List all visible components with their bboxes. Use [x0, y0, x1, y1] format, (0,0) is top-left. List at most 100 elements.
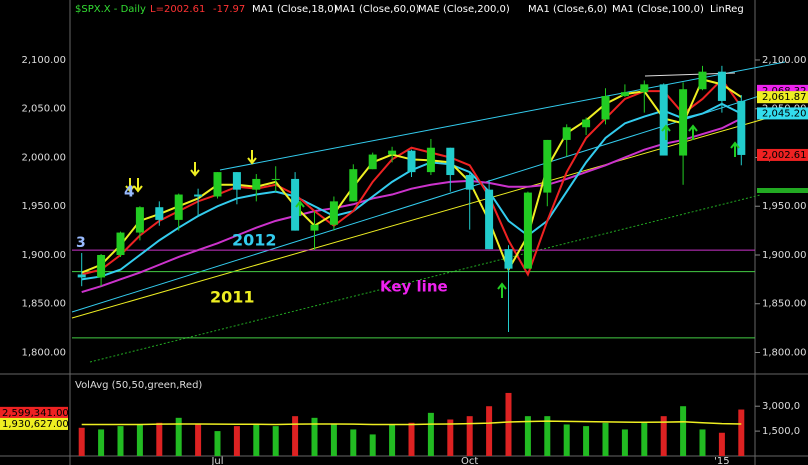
right-axis-marker — [757, 188, 808, 193]
volume-bar — [78, 427, 85, 456]
volume-bar — [699, 429, 706, 456]
candle-body — [620, 92, 629, 97]
title-part: MA1 (Close,6,0) — [528, 4, 607, 15]
candle-body — [465, 175, 474, 190]
volume-tag — [0, 406, 68, 419]
x-tick-label: '15 — [714, 456, 729, 465]
candle-body — [77, 274, 86, 278]
arrow-down — [190, 162, 200, 177]
annotation: 2012 — [232, 231, 277, 250]
y-tick-label: 1,950.00 — [21, 201, 66, 212]
y-tick-label-right: 1,950.00 — [762, 201, 807, 212]
candle-body — [640, 84, 649, 93]
y-tick-label: 1,900.00 — [21, 250, 66, 261]
arrow-down — [125, 178, 135, 193]
channel-line — [219, 61, 786, 171]
y-tick-label-right: 1,800.00 — [762, 347, 807, 358]
candle-body — [523, 192, 532, 269]
y-tick-label: 2,000.00 — [21, 152, 66, 163]
volume-bar — [175, 417, 182, 456]
annotation: Key line — [380, 278, 448, 296]
y-tick-label: 2,100.00 — [21, 55, 66, 66]
price-tag — [757, 91, 808, 104]
volume-bar — [98, 429, 105, 456]
title-part: MA1 (Close,18,0) — [252, 4, 338, 15]
candle-body — [310, 224, 319, 231]
arrow-up — [295, 200, 305, 216]
candle-body — [659, 84, 668, 156]
candle-body — [446, 147, 455, 176]
arrow-up — [497, 282, 507, 298]
candle-body — [232, 172, 241, 190]
volume-bar — [350, 429, 357, 456]
volume-bar — [369, 434, 376, 456]
volume-bar — [680, 406, 687, 456]
volume-bar — [292, 416, 299, 456]
candle-body — [329, 201, 338, 225]
volume-bar — [544, 416, 551, 456]
price-tag-label: 2,045.20 — [762, 108, 807, 119]
annotation: 2011 — [210, 288, 255, 307]
volume-bar — [117, 426, 124, 456]
candle-body — [349, 169, 358, 202]
price-tag — [757, 148, 808, 161]
candle-body — [737, 100, 746, 155]
volume-bar — [330, 424, 337, 456]
volume-tick-label: 3,000,0 — [762, 401, 800, 412]
volume-bar — [524, 416, 531, 456]
arrow-up — [730, 141, 740, 157]
volume-bar — [389, 424, 396, 456]
volume-bar — [505, 392, 512, 456]
candle-body — [601, 96, 610, 120]
volume-bar — [136, 424, 143, 456]
volume-bar — [718, 432, 725, 456]
moving-average — [81, 77, 743, 277]
candle-body — [174, 194, 183, 220]
volume-bar — [602, 422, 609, 456]
title-part: MA1 (Close,60,0) — [334, 4, 420, 15]
volume-tag — [0, 417, 68, 430]
marks — [72, 65, 755, 339]
volume-bar — [272, 426, 279, 456]
candle-body — [504, 249, 513, 269]
volume-bar — [738, 409, 745, 456]
candle-body — [135, 207, 144, 233]
volume-bar — [156, 422, 163, 456]
volume-title: VolAvg (50,50,green,Red) — [75, 380, 202, 391]
candle-body — [368, 154, 377, 170]
candle-body — [252, 178, 261, 190]
volume-bar — [427, 412, 434, 456]
candle-body — [271, 178, 280, 180]
volume-bar — [486, 406, 493, 456]
volume-bar — [641, 422, 648, 456]
candle-body — [388, 150, 397, 155]
x-tick-label: Jul — [210, 456, 223, 465]
price-tag-label: 2,061.87 — [762, 92, 807, 103]
y-tick-label-right: 1,900.00 — [762, 250, 807, 261]
x-tick-label: Oct — [461, 456, 478, 465]
arrow-up — [688, 124, 698, 140]
candle-body — [582, 119, 591, 128]
volume-bar — [195, 424, 202, 456]
candle-body — [407, 150, 416, 173]
volume-bar — [253, 424, 260, 456]
volume-bar — [583, 426, 590, 456]
candle-body — [543, 139, 552, 193]
arrow-up — [661, 124, 671, 140]
volume-bar — [233, 426, 240, 456]
annotation: 3 — [76, 235, 86, 251]
title-part: L=2002.61 — [150, 4, 205, 15]
title-part: MA1 (Close,100,0) — [612, 4, 704, 15]
volume-bar — [660, 416, 667, 456]
volume-bar — [447, 419, 454, 456]
volume-bar — [621, 429, 628, 456]
volume-tick-label: 1,500,0 — [762, 426, 800, 437]
y-tick-label-right: 2,100.00 — [762, 55, 807, 66]
moving-average — [81, 117, 742, 294]
y-tick-label: 1,800.00 — [21, 347, 66, 358]
title-part: $SPX.X - Daily — [75, 4, 146, 15]
candle-body — [194, 194, 203, 197]
annotation: 4 — [124, 183, 134, 201]
